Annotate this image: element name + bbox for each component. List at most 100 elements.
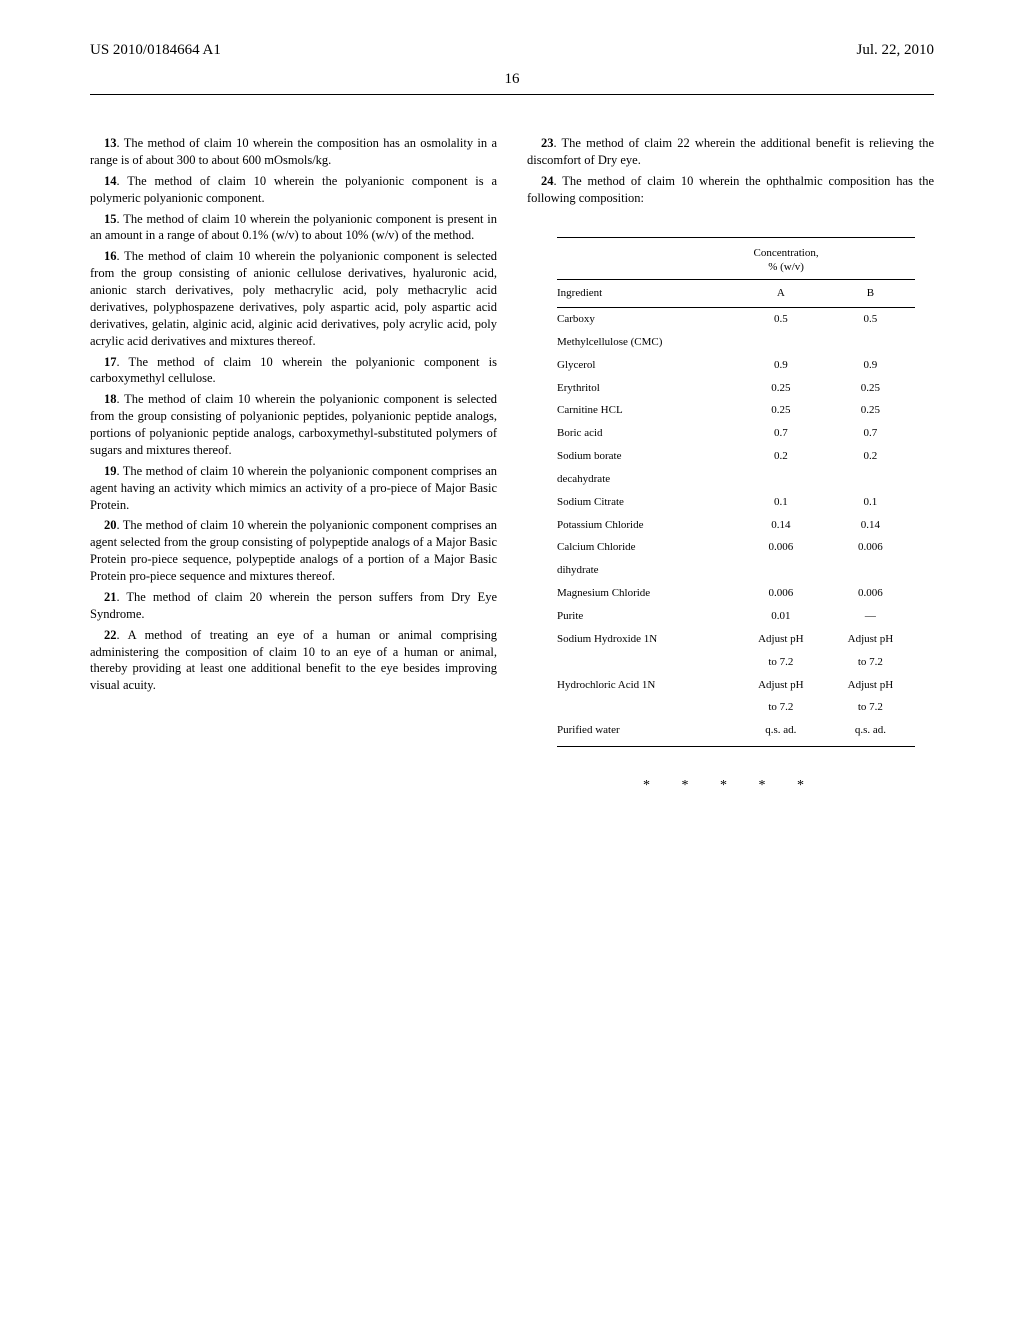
value-a-cell: 0.25 [736,381,826,396]
ingredient-cell: Purite [557,609,736,624]
value-a-cell: 0.1 [736,495,826,510]
value-b-cell: 0.7 [826,426,916,441]
claim-text: . The method of claim 10 wherein the pol… [90,355,497,386]
ingredient-cell: Sodium Citrate [557,495,736,510]
end-asterisks: * * * * * [527,777,934,796]
ingredient-cell: Hydrochloric Acid 1N [557,678,736,693]
value-b-cell [826,563,916,578]
table-row: Calcium Chloride0.0060.006 [557,536,915,559]
table-row: to 7.2to 7.2 [557,651,915,674]
ingredient-cell: decahydrate [557,472,736,487]
ingredient-cell: Sodium Hydroxide 1N [557,632,736,647]
value-a-cell: 0.2 [736,449,826,464]
table-row: Purite0.01— [557,605,915,628]
ingredient-cell: Methylcellulose (CMC) [557,335,736,350]
value-b-cell: 0.25 [826,403,916,418]
table-header-concentration: Concentration, [557,246,915,261]
publication-date: Jul. 22, 2010 [856,42,934,59]
ingredient-cell: Erythritol [557,381,736,396]
value-a-cell: 0.25 [736,403,826,418]
claim-text: . The method of claim 10 wherein the pol… [90,249,497,347]
ingredient-cell: Magnesium Chloride [557,586,736,601]
claim-22: 22. A method of treating an eye of a hum… [90,627,497,695]
claim-number: 17 [104,355,117,369]
claim-19: 19. The method of claim 10 wherein the p… [90,463,497,514]
claim-16: 16. The method of claim 10 wherein the p… [90,248,497,349]
value-a-cell: 0.5 [736,312,826,327]
ingredient-cell [557,700,736,715]
ingredient-cell: Glycerol [557,358,736,373]
value-a-cell: Adjust pH [736,678,826,693]
table-row: dihydrate [557,559,915,582]
claim-number: 13 [104,136,117,150]
header-divider [90,94,934,95]
value-b-cell: 0.5 [826,312,916,327]
table-row: decahydrate [557,468,915,491]
claim-text: . The method of claim 10 wherein the pol… [90,518,497,583]
table-col-headers: Ingredient A B [557,280,915,308]
claim-number: 22 [104,628,117,642]
value-a-cell [736,335,826,350]
page-header: US 2010/0184664 A1 Jul. 22, 2010 [90,42,934,59]
claim-number: 15 [104,212,117,226]
table-row: Hydrochloric Acid 1NAdjust pHAdjust pH [557,674,915,697]
table-row: Sodium Hydroxide 1NAdjust pHAdjust pH [557,628,915,651]
value-b-cell: to 7.2 [826,700,916,715]
value-b-cell: 0.006 [826,540,916,555]
value-b-cell: 0.2 [826,449,916,464]
ingredient-cell: Sodium borate [557,449,736,464]
table-row: Carnitine HCL0.250.25 [557,399,915,422]
value-a-cell [736,563,826,578]
table-row: Boric acid0.70.7 [557,422,915,445]
claim-21: 21. The method of claim 20 wherein the p… [90,589,497,623]
content-columns: 13. The method of claim 10 wherein the c… [90,135,934,796]
claim-number: 18 [104,392,117,406]
claim-text: . The method of claim 10 wherein the pol… [90,392,497,457]
ingredient-cell: Carboxy [557,312,736,327]
table-row: Potassium Chloride0.140.14 [557,514,915,537]
value-a-cell: to 7.2 [736,655,826,670]
composition-table: Concentration, % (w/v) Ingredient A B Ca… [557,237,915,748]
value-a-cell: 0.01 [736,609,826,624]
value-a-cell: 0.7 [736,426,826,441]
ingredient-cell [557,655,736,670]
table-row: Methylcellulose (CMC) [557,331,915,354]
claim-text: . The method of claim 10 wherein the pol… [90,464,497,512]
table-row: Purified waterq.s. ad.q.s. ad. [557,719,915,742]
table-row: Erythritol0.250.25 [557,377,915,400]
value-b-cell: 0.006 [826,586,916,601]
claim-18: 18. The method of claim 10 wherein the p… [90,391,497,459]
ingredient-cell: Calcium Chloride [557,540,736,555]
claim-number: 16 [104,249,117,263]
col-header-b: B [826,286,916,301]
value-b-cell: 0.14 [826,518,916,533]
table-row: to 7.2to 7.2 [557,696,915,719]
table-row: Magnesium Chloride0.0060.006 [557,582,915,605]
table-row: Sodium borate0.20.2 [557,445,915,468]
value-a-cell: Adjust pH [736,632,826,647]
claim-number: 24 [541,174,554,188]
col-header-ingredient: Ingredient [557,286,736,301]
claim-text: . The method of claim 10 wherein the com… [90,136,497,167]
table-row: Glycerol0.90.9 [557,354,915,377]
right-column: 23. The method of claim 22 wherein the a… [527,135,934,796]
table-row: Carboxy0.50.5 [557,308,915,331]
claim-text: . The method of claim 10 wherein the oph… [527,174,934,205]
value-a-cell: 0.006 [736,540,826,555]
claim-15: 15. The method of claim 10 wherein the p… [90,211,497,245]
value-b-cell: to 7.2 [826,655,916,670]
value-a-cell: q.s. ad. [736,723,826,738]
value-a-cell: 0.9 [736,358,826,373]
value-b-cell: 0.1 [826,495,916,510]
value-b-cell: Adjust pH [826,678,916,693]
claim-number: 19 [104,464,117,478]
table-header-unit: % (w/v) [557,260,915,275]
claim-number: 23 [541,136,554,150]
page-number: 16 [90,71,934,88]
claim-number: 21 [104,590,117,604]
left-column: 13. The method of claim 10 wherein the c… [90,135,497,796]
table-footer-rule [557,746,915,747]
ingredient-cell: Purified water [557,723,736,738]
claim-text: . The method of claim 20 wherein the per… [90,590,497,621]
value-b-cell [826,335,916,350]
